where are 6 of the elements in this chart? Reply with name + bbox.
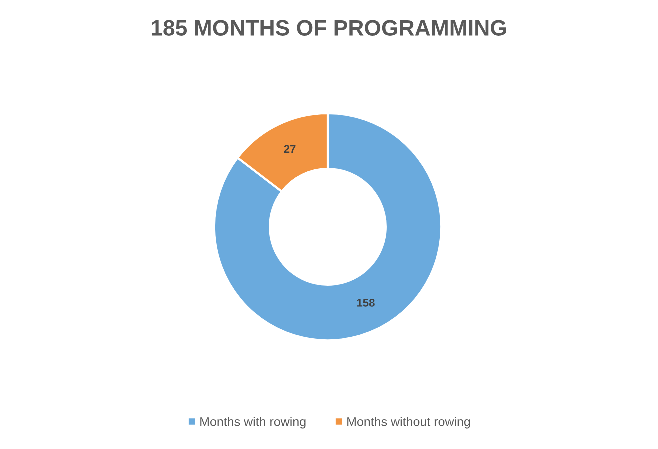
- data-label: 158: [357, 299, 375, 307]
- legend-label: Months without rowing: [348, 417, 470, 429]
- legend-label: Months with rowing: [200, 417, 306, 429]
- data-label: 27: [284, 145, 296, 153]
- donut-slice: [213, 112, 443, 342]
- chart-title: 185 MONTHS OF PROGRAMMING: [152, 20, 506, 36]
